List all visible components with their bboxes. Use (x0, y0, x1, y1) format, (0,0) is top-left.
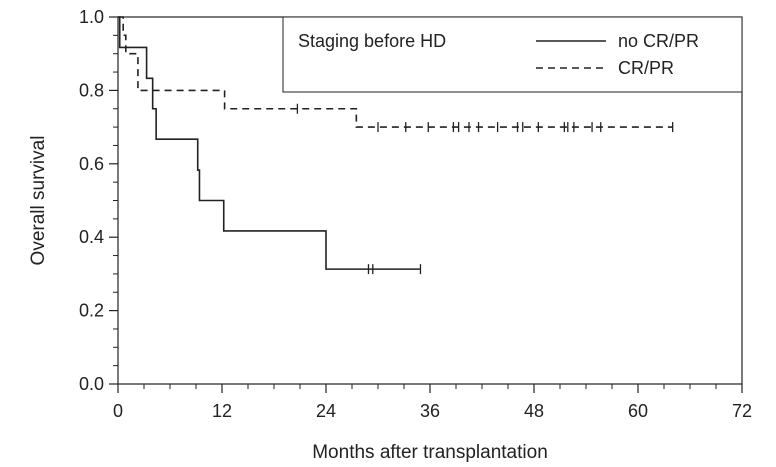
y-tick-label: 0.2 (79, 301, 104, 321)
series-line-no-cr-pr (118, 16, 421, 270)
x-tick-label: 48 (524, 401, 544, 421)
y-tick-label: 0.0 (79, 374, 104, 394)
x-tick-label: 12 (212, 401, 232, 421)
y-tick-label: 0.8 (79, 80, 104, 100)
series-layer (118, 16, 674, 275)
y-tick-label: 1.0 (79, 7, 104, 27)
x-axis-title: Months after transplantation (312, 442, 548, 463)
x-tick-label: 0 (113, 401, 123, 421)
series-line-cr-pr (118, 16, 673, 128)
y-tick-label: 0.4 (79, 227, 104, 247)
y-axis-title: Overall survival (28, 136, 49, 266)
legend-title: Staging before HD (298, 31, 446, 51)
x-axis: 0 12 24 36 48 60 72 (113, 384, 752, 421)
x-tick-label: 24 (316, 401, 336, 421)
y-axis: 0.0 0.2 0.4 0.6 0.8 1.0 (79, 7, 118, 394)
legend-label-cr-pr: CR/PR (618, 58, 674, 78)
legend-box (282, 16, 743, 93)
legend-label-no-cr-pr: no CR/PR (618, 31, 699, 51)
x-tick-label: 72 (732, 401, 752, 421)
x-tick-label: 60 (628, 401, 648, 421)
y-tick-label: 0.6 (79, 154, 104, 174)
legend: Staging before HD no CR/PR CR/PR (282, 16, 743, 93)
x-tick-label: 36 (420, 401, 440, 421)
